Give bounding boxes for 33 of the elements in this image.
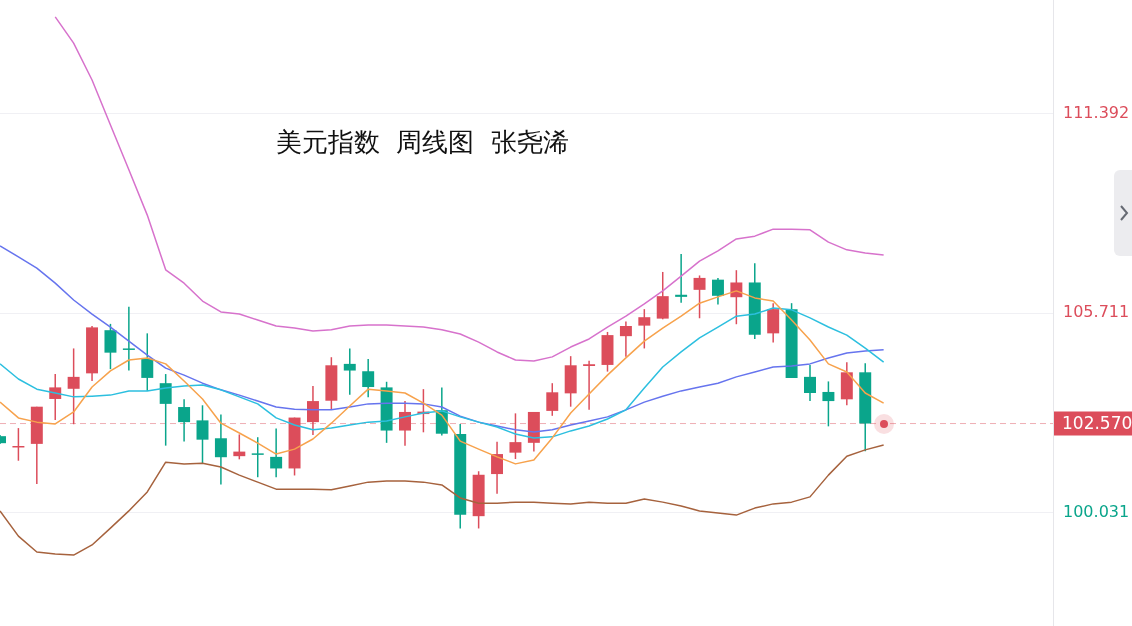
y-tick-label: 111.392 — [1063, 103, 1130, 123]
candlestick — [546, 382, 559, 417]
candlestick — [306, 385, 319, 436]
candlestick — [270, 427, 283, 478]
candlestick — [675, 253, 688, 304]
candlestick — [214, 413, 227, 486]
candlestick — [619, 320, 632, 358]
candlestick — [804, 364, 816, 402]
candlestick — [104, 323, 117, 370]
y-tick-label: 100.031 — [1063, 501, 1130, 521]
candlestick — [122, 305, 135, 372]
ref-line-label: 102.570 — [1062, 412, 1132, 433]
y-tick-label: 105.711 — [1063, 302, 1130, 322]
candlestick — [141, 332, 154, 392]
candlestick — [251, 436, 264, 478]
candlestick — [711, 277, 724, 306]
candlestick — [67, 347, 80, 425]
candlestick — [638, 308, 651, 350]
text: 美元指数 周线图 张尧浠 — [275, 126, 569, 157]
candlestick — [491, 441, 504, 495]
candlestick — [822, 380, 835, 428]
candlestick — [693, 274, 706, 320]
candlestick — [656, 271, 669, 321]
candlestick — [343, 347, 356, 396]
candlestick — [583, 359, 596, 411]
candlestick — [362, 358, 375, 398]
candlestick — [730, 269, 743, 325]
candlestick — [399, 400, 411, 447]
candlestick — [178, 398, 191, 443]
candlestick — [49, 373, 62, 421]
candlestick — [196, 404, 209, 464]
candlestick — [509, 412, 522, 460]
candlestick — [159, 373, 172, 447]
